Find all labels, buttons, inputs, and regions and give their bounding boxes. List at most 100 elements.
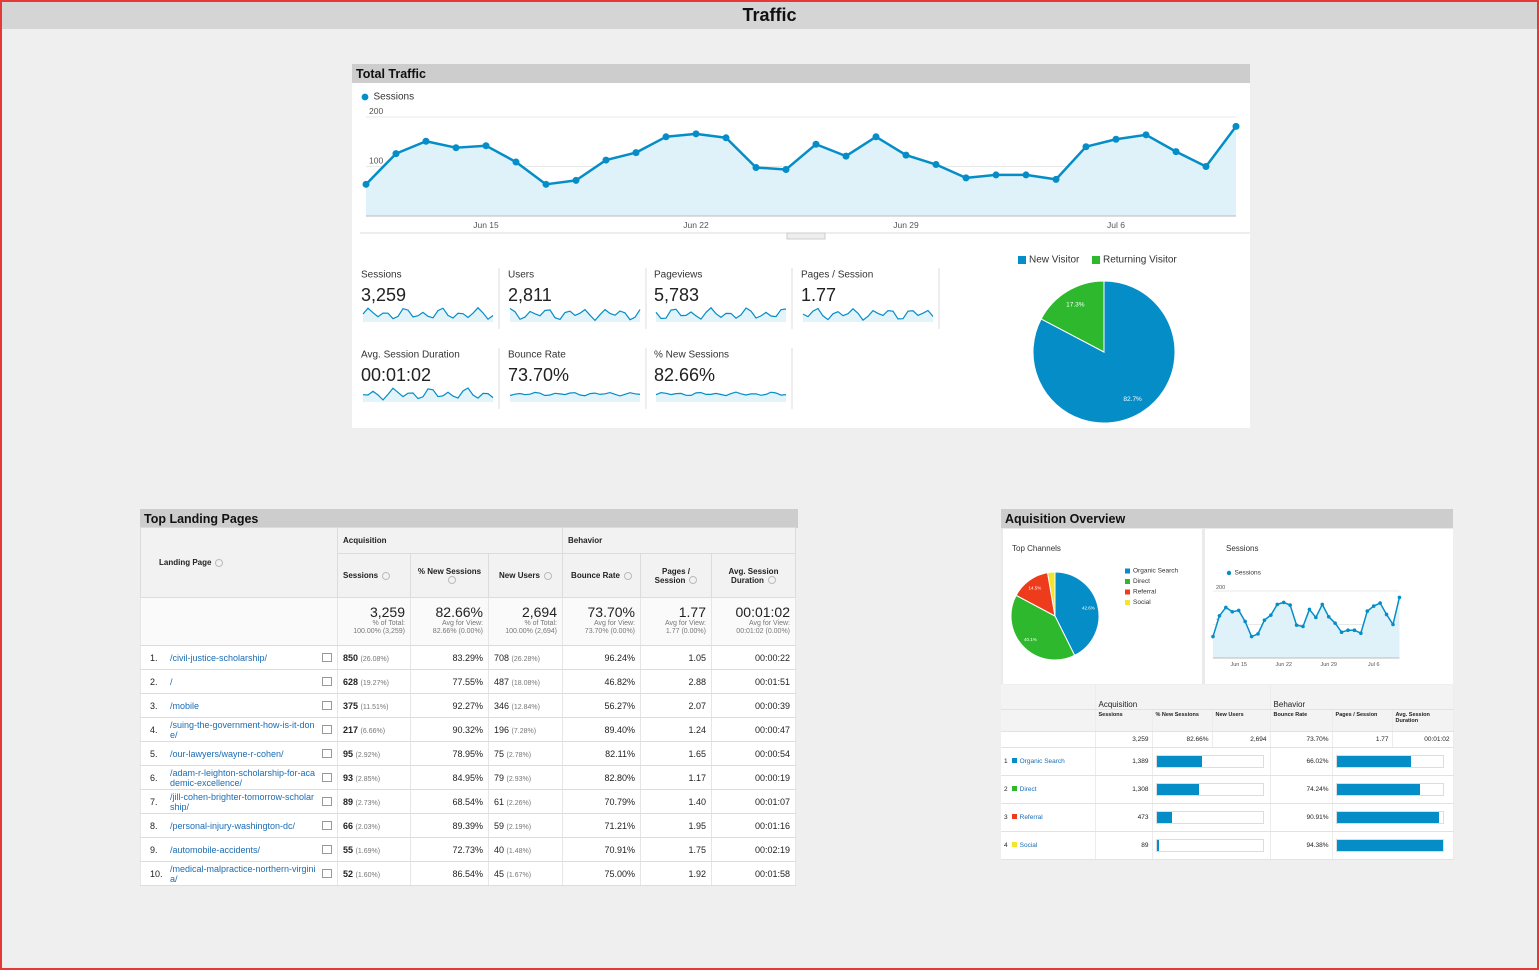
table-row: 2./628 (19.27%) 77.55% 487 (18.08%) 46.82% 2… xyxy=(140,669,796,694)
cell: 1,308 xyxy=(1095,775,1153,804)
cell-share: (2.78%) xyxy=(506,751,532,759)
page-cell-content: 8. /personal-injury-washington-dc/ xyxy=(146,821,332,831)
table-row: 7. /jill-cohen-brighter-tomorrow-scholars… xyxy=(140,789,796,814)
page-cell-content: 2. / xyxy=(146,677,332,687)
open-page-icon[interactable] xyxy=(322,773,332,782)
row-rank: 5. xyxy=(150,748,158,759)
open-page-icon[interactable] xyxy=(322,725,332,734)
cell: 1.24 xyxy=(640,717,712,742)
help-icon[interactable] xyxy=(215,558,224,567)
channel-link[interactable]: Organic Search xyxy=(1019,757,1065,765)
new-users-cell: 59 (2.19%) xyxy=(488,813,563,838)
table-row: 8. /personal-injury-washington-dc/66 (2.0… xyxy=(140,813,796,838)
channel-cell: 1 Organic Search xyxy=(1001,747,1096,776)
cell-value: 196 xyxy=(494,724,510,735)
page-link[interactable]: /personal-injury-washington-dc/ xyxy=(170,820,296,831)
cell: 00:00:47 xyxy=(711,717,796,742)
bar xyxy=(1336,811,1439,823)
header-cell: Avg. Session Duration xyxy=(711,553,796,598)
table-row: 9./automobile-accidents/55 (1.69%) 72.73%… xyxy=(140,837,796,862)
row-rank: 2 xyxy=(1004,785,1008,793)
cell-share: (2.03%) xyxy=(355,823,381,831)
acquisition-panel: Aquisition Overview xyxy=(1001,509,1453,684)
page-link[interactable]: /automobile-accidents/ xyxy=(170,844,261,855)
open-page-icon[interactable] xyxy=(322,821,332,830)
cell-share: (26.08%) xyxy=(360,655,389,663)
cell: 86.54% xyxy=(410,861,489,886)
page-link[interactable]: / xyxy=(170,676,173,687)
cell-value: 346 xyxy=(494,700,510,711)
total-detail: 00:01:02 (0.00%) xyxy=(736,628,790,635)
cell: 46.82% xyxy=(562,669,641,694)
cell-value: 61 xyxy=(494,796,505,807)
cell: 00:00:54 xyxy=(711,741,796,766)
page-link[interactable]: /our-lawyers/wayne-r-cohen/ xyxy=(170,748,284,759)
open-page-icon[interactable] xyxy=(322,845,332,854)
cell: 72.73% xyxy=(410,837,489,862)
open-page-icon[interactable] xyxy=(322,653,332,662)
total-detail: 73.70% (0.00%) xyxy=(584,628,635,635)
open-page-icon[interactable] xyxy=(322,701,332,710)
help-icon[interactable] xyxy=(543,571,552,580)
row-rank: 3. xyxy=(150,700,158,711)
help-icon[interactable] xyxy=(447,576,456,585)
cell: 82.11% xyxy=(562,741,641,766)
cell-share: (6.66%) xyxy=(360,727,386,735)
cell-value: 217 xyxy=(343,724,359,735)
column-label: Landing Page xyxy=(159,558,212,567)
page-link[interactable]: /adam-r-leighton-scholarship-for-academi… xyxy=(170,767,316,788)
cell-value: 75 xyxy=(494,748,505,759)
channel-swatch xyxy=(1011,785,1017,791)
open-page-icon[interactable] xyxy=(322,869,332,878)
cell: 00:01:16 xyxy=(711,813,796,838)
page-link[interactable]: /mobile xyxy=(170,700,200,711)
header: Traffic xyxy=(2,2,1537,29)
totals-cell: 82.66% Avg for View: 82.66% (0.00%) xyxy=(410,597,489,646)
cell: 84.95% xyxy=(410,765,489,790)
channel-link[interactable]: Direct xyxy=(1019,785,1037,793)
total-note: Avg for View: xyxy=(665,620,706,627)
bar xyxy=(1156,839,1160,851)
total-detail: 82.66% (0.00%) xyxy=(432,628,483,635)
page-cell-content: 3. /mobile xyxy=(146,701,332,711)
new-users-cell: 79 (2.93%) xyxy=(488,765,563,790)
header-cell xyxy=(1001,709,1096,732)
header-cell xyxy=(1001,685,1096,710)
bar-track xyxy=(1335,810,1444,824)
page-link[interactable]: /suing-the-government-how-is-it-done/ xyxy=(170,719,315,740)
acquisition-table: Acquisition Behavior Sessions% New Session… xyxy=(1001,685,1454,860)
cell-value: 708 xyxy=(494,652,510,663)
cell: 90.32% xyxy=(410,717,489,742)
channel-link[interactable]: Social xyxy=(1019,841,1038,849)
cell: 68.54% xyxy=(410,789,489,814)
open-page-icon[interactable] xyxy=(322,797,332,806)
help-icon[interactable] xyxy=(623,571,632,580)
cell: 96.24% xyxy=(562,645,641,670)
page-link[interactable]: /civil-justice-scholarship/ xyxy=(170,652,268,663)
channel-link[interactable]: Referral xyxy=(1019,813,1043,821)
page-link[interactable]: /jill-cohen-brighter-tomorrow-scholarshi… xyxy=(170,791,315,812)
page-cell-content: 1. /civil-justice-scholarship/ xyxy=(146,653,332,663)
cell: 00:00:19 xyxy=(711,765,796,790)
sessions-cell: 52 (1.60%) xyxy=(337,861,411,886)
page-link[interactable]: /medical-malpractice-northern-virginia/ xyxy=(170,863,316,884)
help-icon[interactable] xyxy=(382,571,391,580)
sessions-cell: 217 (6.66%) xyxy=(337,717,411,742)
sessions-cell: 93 (2.85%) xyxy=(337,765,411,790)
cell: 56.27% xyxy=(562,693,641,718)
totals-cell: 00:01:02 xyxy=(1392,731,1454,748)
cell-share: (19.27%) xyxy=(360,679,389,687)
header-cell: New Users xyxy=(488,553,563,598)
cell: 00:01:58 xyxy=(711,861,796,886)
table-row: 3./mobile 375 (11.51%) 92.27% 346 (12.84%) 5… xyxy=(140,693,796,718)
landing-pages-panel: Top Landing Pages xyxy=(140,509,798,528)
header-cell: Avg. Session Duration xyxy=(1392,709,1454,732)
cell: 1.17 xyxy=(640,765,712,790)
open-page-icon[interactable] xyxy=(322,677,332,686)
total-note: Avg for View: xyxy=(749,620,790,627)
help-icon[interactable] xyxy=(767,576,776,585)
landing-pages-table: Landing Page Acquisition Behavior Sessions%… xyxy=(140,527,796,886)
help-icon[interactable] xyxy=(689,576,698,585)
open-page-icon[interactable] xyxy=(322,749,332,758)
cell: 94.38% xyxy=(1270,831,1333,860)
